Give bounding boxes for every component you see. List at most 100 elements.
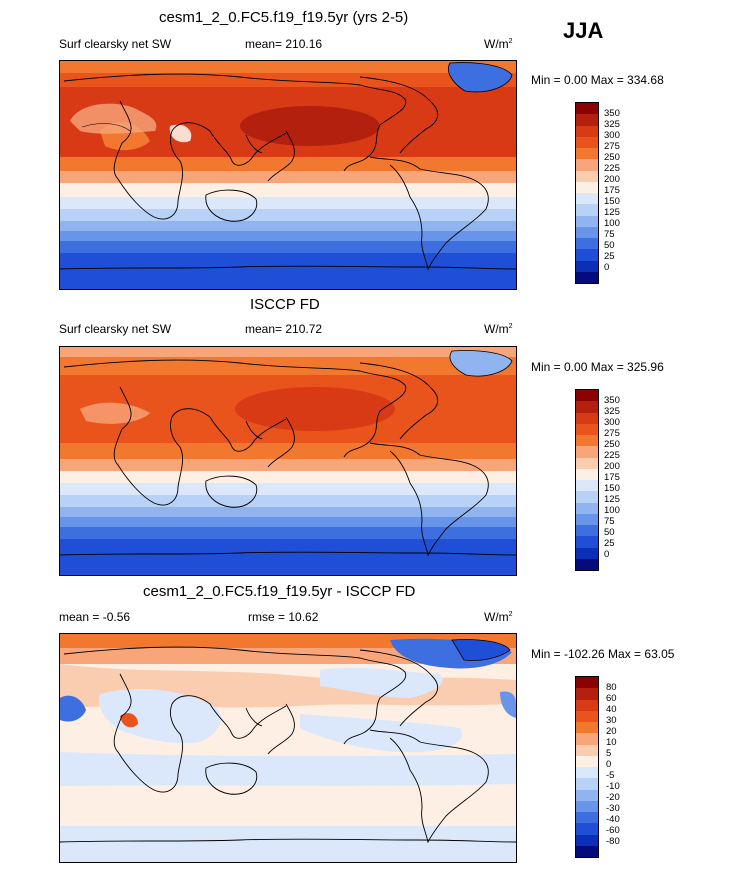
colorbar-swatch <box>576 547 598 559</box>
panel-1-cb-label: 300 <box>604 130 620 141</box>
colorbar-swatch <box>576 722 598 734</box>
colorbar-swatch <box>576 733 598 745</box>
colorbar-swatch <box>576 468 598 480</box>
panel-1-cb-label: 275 <box>604 141 620 152</box>
colorbar-swatch <box>576 491 598 503</box>
colorbar-swatch <box>576 558 598 570</box>
colorbar-swatch <box>576 525 598 537</box>
panel-1-variable-label: Surf clearsky net SW <box>59 37 172 51</box>
colorbar-swatch <box>576 778 598 790</box>
panel-1-units: W/m2 <box>484 37 513 51</box>
colorbar-swatch <box>576 114 598 126</box>
season-label: JJA <box>563 18 604 43</box>
panel-2-cb-label: 75 <box>604 516 615 527</box>
panel-2-cb-label: 25 <box>604 538 615 549</box>
colorbar-swatch <box>576 390 598 402</box>
panel-2-cb-label: 0 <box>604 549 610 560</box>
colorbar-swatch <box>576 249 598 261</box>
colorbar-swatch <box>576 513 598 525</box>
colorbar-swatch <box>576 845 598 857</box>
panel-1-cb-label: 125 <box>604 207 620 218</box>
panel-2-cb-label: 350 <box>604 395 620 406</box>
colorbar-swatch <box>576 536 598 548</box>
panel-1-mean-label: mean= 210.16 <box>245 37 323 51</box>
colorbar-swatch <box>576 480 598 492</box>
panel-1-minmax: Min = 0.00 Max = 334.68 <box>531 73 664 87</box>
colorbar-swatch <box>576 159 598 171</box>
panel-2-variable-label: Surf clearsky net SW <box>59 322 172 336</box>
panel-2-cb-label: 150 <box>604 483 620 494</box>
panel-2-cb-label: 200 <box>604 461 620 472</box>
panel-2-minmax: Min = 0.00 Max = 325.96 <box>531 360 664 374</box>
colorbar-swatch <box>576 446 598 458</box>
panel-3-title: cesm1_2_0.FC5.f19_f19.5yr - ISCCP FD <box>143 583 416 600</box>
panel-2-cb-label: 250 <box>604 439 620 450</box>
colorbar-swatch <box>576 800 598 812</box>
panel-1-cb-label: 0 <box>604 262 610 273</box>
panel-3-cb-label: 5 <box>606 748 612 759</box>
panel-3-cb-label: 40 <box>606 704 617 715</box>
panel-1-cb-label: 150 <box>604 196 620 207</box>
panel-1-colorbar <box>575 102 599 284</box>
colorbar-swatch <box>576 193 598 205</box>
colorbar-swatch <box>576 204 598 216</box>
colorbar-swatch <box>576 789 598 801</box>
panel-1-cb-label: 200 <box>604 174 620 185</box>
panel-3-rmse-label: rmse = 10.62 <box>248 610 319 624</box>
panel-2-cb-label: 225 <box>604 450 620 461</box>
colorbar-swatch <box>576 710 598 722</box>
panel-3-map <box>59 633 517 863</box>
panel-3-mean-label: mean = -0.56 <box>59 610 131 624</box>
panel-3-cb-label: 60 <box>606 693 617 704</box>
colorbar-swatch <box>576 812 598 824</box>
panel-1-cb-label: 225 <box>604 163 620 174</box>
panel-3-cb-label: -80 <box>606 836 620 847</box>
panel-3-cb-label: -40 <box>606 814 620 825</box>
colorbar-swatch <box>576 103 598 115</box>
colorbar-swatch <box>576 755 598 767</box>
panel-2-title: ISCCP FD <box>250 296 320 313</box>
panel-3-colorbar <box>575 676 599 858</box>
panel-2-cb-label: 50 <box>604 527 615 538</box>
panel-1-title: cesm1_2_0.FC5.f19_f19.5yr (yrs 2-5) <box>159 9 409 26</box>
panel-3-cb-label: 0 <box>606 759 612 770</box>
panel-1-cb-label: 325 <box>604 119 620 130</box>
panel-1-map <box>59 60 517 290</box>
colorbar-swatch <box>576 677 598 689</box>
panel-1-cb-label: 100 <box>604 218 620 229</box>
colorbar-swatch <box>576 744 598 756</box>
colorbar-swatch <box>576 125 598 137</box>
colorbar-swatch <box>576 181 598 193</box>
panel-3-cb-label: -5 <box>606 770 615 781</box>
colorbar-swatch <box>576 136 598 148</box>
panel-2-map <box>59 346 517 576</box>
panel-3-cb-label: 30 <box>606 715 617 726</box>
colorbar-swatch <box>576 767 598 779</box>
colorbar-swatch <box>576 226 598 238</box>
panel-3-cb-label: 80 <box>606 682 617 693</box>
panel-1-cb-label: 250 <box>604 152 620 163</box>
panel-2-cb-label: 300 <box>604 417 620 428</box>
colorbar-swatch <box>576 502 598 514</box>
colorbar-swatch <box>576 457 598 469</box>
colorbar-swatch <box>576 699 598 711</box>
colorbar-swatch <box>576 688 598 700</box>
panel-1-cb-label: 75 <box>604 229 615 240</box>
colorbar-swatch <box>576 148 598 160</box>
panel-1-cb-label: 50 <box>604 240 615 251</box>
panel-2-cb-label: 125 <box>604 494 620 505</box>
panel-1-cb-label: 175 <box>604 185 620 196</box>
colorbar-swatch <box>576 412 598 424</box>
panel-2-colorbar <box>575 389 599 571</box>
panel-3-cb-label: -20 <box>606 792 620 803</box>
panel-3-cb-label: 10 <box>606 737 617 748</box>
panel-3-cb-label: -60 <box>606 825 620 836</box>
colorbar-swatch <box>576 238 598 250</box>
panel-3-minmax: Min = -102.26 Max = 63.05 <box>531 647 675 661</box>
panel-3-cb-label: -30 <box>606 803 620 814</box>
panel-3-cb-label: -10 <box>606 781 620 792</box>
colorbar-swatch <box>576 435 598 447</box>
panel-3-units: W/m2 <box>484 610 513 624</box>
panel-2-cb-label: 175 <box>604 472 620 483</box>
colorbar-swatch <box>576 215 598 227</box>
